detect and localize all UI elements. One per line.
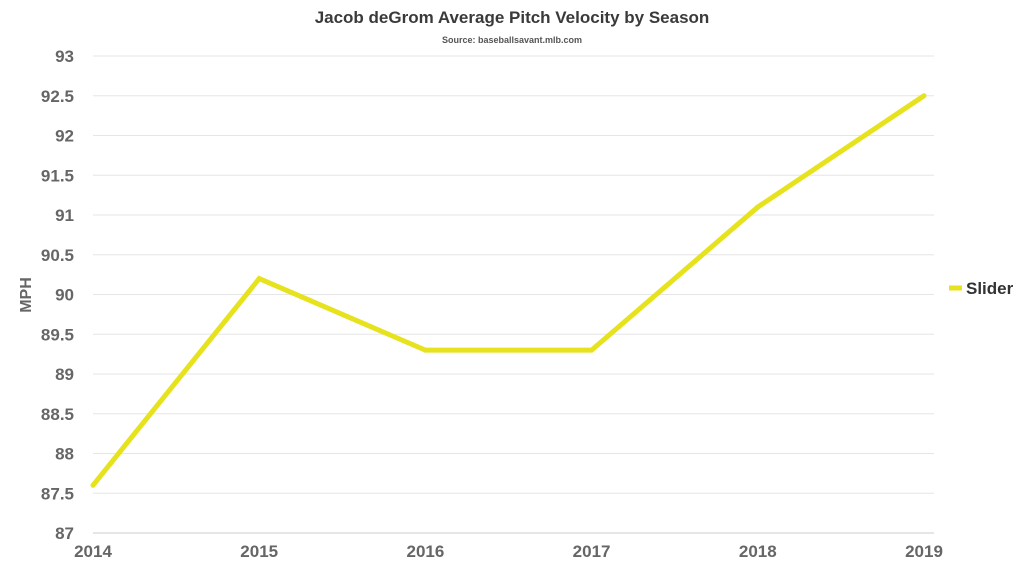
data-point — [589, 347, 595, 353]
y-tick-label: 93 — [55, 47, 74, 66]
series-layer — [90, 93, 927, 488]
x-tick-label: 2014 — [74, 542, 112, 561]
y-tick-label: 90.5 — [41, 246, 74, 265]
series-line-slider — [91, 93, 926, 487]
y-tick-label: 91 — [55, 206, 74, 225]
chart-subtitle: Source: baseballsavant.mlb.com — [442, 35, 582, 45]
y-tick-label: 89 — [55, 365, 74, 384]
y-tick-label: 92 — [55, 127, 74, 146]
data-point — [90, 482, 96, 488]
data-point — [755, 204, 761, 210]
y-tick-label: 92.5 — [41, 87, 74, 106]
x-tick-label: 2016 — [406, 542, 444, 561]
x-tick-label: 2018 — [739, 542, 777, 561]
x-axis-ticks: 2014 2015 2016 2017 2018 2019 — [74, 542, 943, 561]
y-tick-label: 90 — [55, 286, 74, 305]
legend: Slider — [949, 279, 1014, 298]
x-tick-label: 2019 — [905, 542, 943, 561]
gridlines — [93, 55, 934, 534]
y-tick-label: 89.5 — [41, 325, 74, 344]
data-point — [422, 347, 428, 353]
data-point — [256, 276, 262, 282]
x-tick-label: 2017 — [573, 542, 611, 561]
y-tick-label: 88 — [55, 445, 74, 464]
x-tick-label: 2015 — [240, 542, 278, 561]
y-tick-label: 87 — [55, 524, 74, 543]
y-tick-label: 88.5 — [41, 405, 74, 424]
legend-label: Slider — [966, 279, 1014, 298]
data-point — [921, 93, 927, 99]
y-tick-label: 87.5 — [41, 484, 74, 503]
chart-title: Jacob deGrom Average Pitch Velocity by S… — [315, 8, 710, 27]
y-axis-label: MPH — [18, 277, 35, 313]
y-tick-label: 91.5 — [41, 166, 74, 185]
y-axis-ticks: 87 87.5 88 88.5 89 89.5 90 90.5 91 91.5 92 92.5 93 — [41, 47, 74, 543]
